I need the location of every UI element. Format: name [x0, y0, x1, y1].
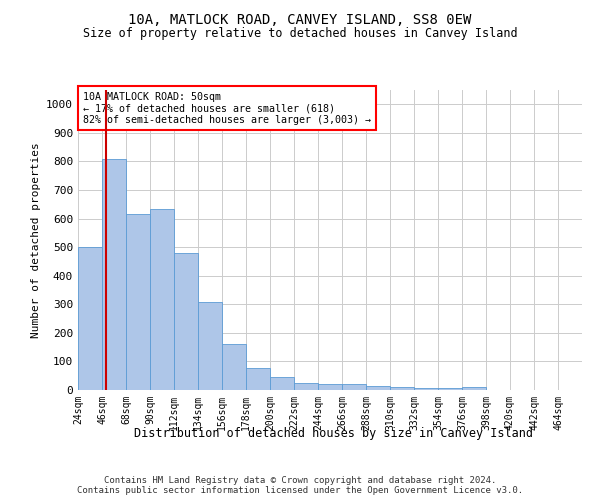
Text: 10A MATLOCK ROAD: 50sqm
← 17% of detached houses are smaller (618)
82% of semi-d: 10A MATLOCK ROAD: 50sqm ← 17% of detache… — [83, 92, 371, 124]
Bar — [414, 388, 438, 390]
Bar — [126, 214, 150, 390]
Bar — [198, 302, 222, 390]
Bar — [246, 368, 270, 390]
Text: Size of property relative to detached houses in Canvey Island: Size of property relative to detached ho… — [83, 28, 517, 40]
Bar — [102, 159, 126, 390]
Bar — [438, 388, 462, 390]
Bar — [270, 377, 294, 390]
Y-axis label: Number of detached properties: Number of detached properties — [31, 142, 41, 338]
Text: 10A, MATLOCK ROAD, CANVEY ISLAND, SS8 0EW: 10A, MATLOCK ROAD, CANVEY ISLAND, SS8 0E… — [128, 12, 472, 26]
Bar — [150, 208, 174, 390]
Bar — [78, 247, 102, 390]
Bar — [390, 386, 414, 390]
Bar — [174, 254, 198, 390]
Bar — [366, 386, 390, 390]
Bar — [318, 384, 342, 390]
Bar — [294, 383, 318, 390]
Bar — [342, 384, 366, 390]
Text: Distribution of detached houses by size in Canvey Island: Distribution of detached houses by size … — [134, 428, 533, 440]
Bar — [462, 386, 486, 390]
Bar — [222, 344, 246, 390]
Text: Contains HM Land Registry data © Crown copyright and database right 2024.
Contai: Contains HM Land Registry data © Crown c… — [77, 476, 523, 495]
